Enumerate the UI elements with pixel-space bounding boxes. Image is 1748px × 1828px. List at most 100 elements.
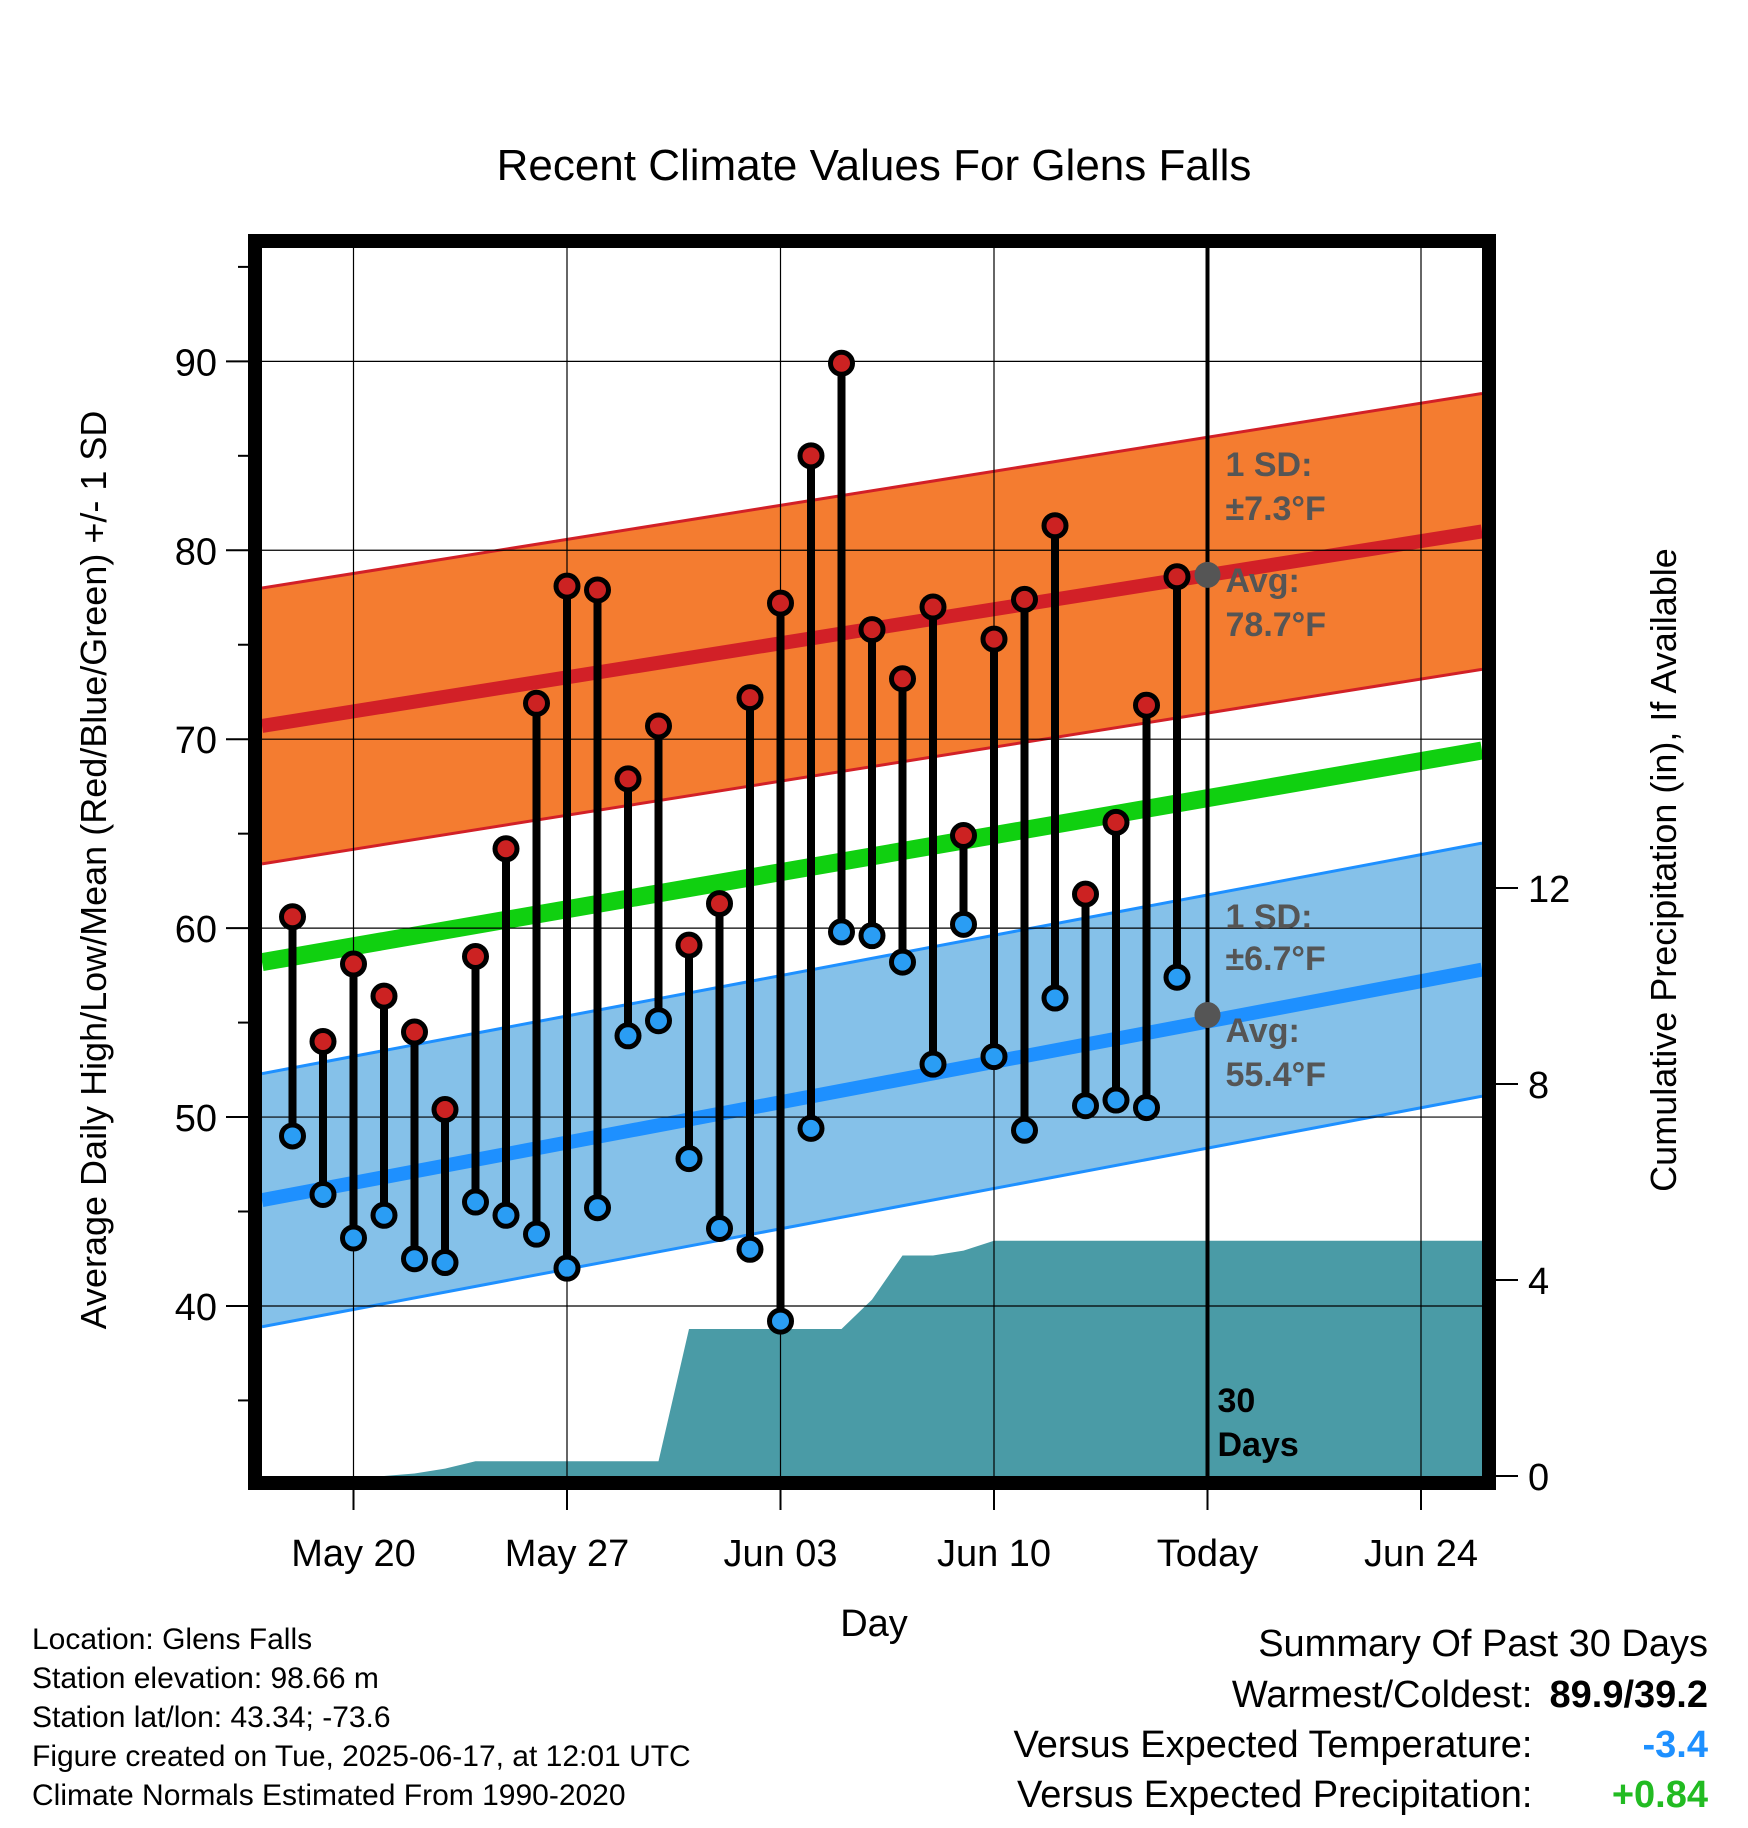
- daily-high-point: [1072, 880, 1099, 908]
- daily-low-point: [401, 1245, 428, 1273]
- y-tick-label: 50: [175, 1098, 217, 1140]
- daily-values: [279, 349, 1191, 1335]
- daily-low-point: [492, 1201, 520, 1229]
- warm-cold-label: Warmest/Coldest:: [1231, 1674, 1533, 1716]
- plot-frame: [248, 234, 1496, 1490]
- daily-high-point: [553, 572, 581, 600]
- daily-high-point: [309, 1027, 337, 1055]
- x-tick-label: May 20: [291, 1533, 416, 1575]
- daily-high-point: [340, 950, 367, 978]
- created-text: Figure created on Tue, 2025-06-17, at 12…: [32, 1740, 691, 1773]
- x-tick-label: Today: [1157, 1533, 1258, 1575]
- daily-high-point: [1041, 512, 1069, 540]
- plot-area: 1 SD: ±7.3°F Avg: 78.7°F 1 SD: ±6.7°F Avg: 55.4…: [262, 248, 1482, 1476]
- y2-tick-label: 0: [1528, 1457, 1549, 1499]
- daily-high-point: [980, 625, 1008, 653]
- daily-high-point: [462, 942, 489, 970]
- low-sd-value: ±6.7°F: [1226, 940, 1326, 978]
- today-low-avg-point: [1194, 1002, 1221, 1029]
- daily-low-point: [1072, 1092, 1099, 1120]
- y-tick-label: 40: [175, 1287, 217, 1329]
- today-high-avg-point: [1194, 561, 1221, 588]
- daily-high-point: [950, 822, 977, 850]
- daily-high-point: [919, 593, 947, 621]
- daily-high-point: [1133, 691, 1160, 719]
- elevation-text: Station elevation: 98.66 m: [32, 1662, 379, 1695]
- daily-low-point: [553, 1254, 581, 1282]
- daily-low-point: [1011, 1116, 1038, 1144]
- daily-low-point: [1041, 984, 1069, 1012]
- daily-low-point: [614, 1022, 642, 1050]
- daily-low-point: [1133, 1094, 1160, 1122]
- plot-content: 1 SD: ±7.3°F Avg: 78.7°F 1 SD: ±6.7°F Avg: 55.4…: [262, 248, 1482, 1476]
- daily-high-point: [706, 890, 733, 918]
- x-axis-label: Day: [840, 1603, 908, 1645]
- precip-label: Versus Expected Precipitation:: [1017, 1774, 1533, 1816]
- y-tick-label: 70: [175, 720, 217, 762]
- daily-low-point: [584, 1194, 611, 1222]
- y2-tick-label: 8: [1528, 1065, 1549, 1107]
- daily-low-point: [523, 1220, 550, 1248]
- x-tick-label: Jun 03: [723, 1533, 837, 1575]
- daily-low-point: [675, 1145, 703, 1173]
- x-tick-label: May 27: [505, 1533, 630, 1575]
- temp-label: Versus Expected Temperature:: [1013, 1724, 1533, 1766]
- daily-high-point: [767, 589, 794, 617]
- daily-high-point: [889, 665, 916, 693]
- daily-low-point: [980, 1043, 1008, 1071]
- daily-low-point: [828, 918, 855, 946]
- daily-low-point: [1102, 1086, 1130, 1114]
- high-avg-value: 78.7°F: [1226, 606, 1327, 644]
- warm-cold-value: 89.9/39.2: [1549, 1674, 1708, 1716]
- daily-low-point: [431, 1249, 459, 1277]
- normals-text: Climate Normals Estimated From 1990-2020: [32, 1779, 626, 1812]
- normal-low-band-lower: [262, 1094, 1482, 1329]
- daily-high-point: [858, 616, 886, 644]
- daily-low-point: [950, 910, 977, 938]
- y-tick-label: 90: [175, 342, 217, 384]
- summary-warm-cold: Warmest/Coldest: 89.9/39.2: [1014, 1670, 1708, 1720]
- x-tick-label: Jun 10: [937, 1533, 1051, 1575]
- daily-high-point: [431, 1095, 459, 1123]
- low-avg-title: Avg:: [1226, 1012, 1300, 1050]
- days-label-text: Days: [1218, 1426, 1299, 1464]
- low-avg-value: 55.4°F: [1226, 1056, 1327, 1094]
- high-avg-title: Avg:: [1226, 562, 1300, 600]
- daily-low-point: [1163, 963, 1191, 991]
- daily-high-point: [370, 982, 398, 1010]
- low-sd-title: 1 SD:: [1226, 898, 1313, 936]
- daily-high-point: [401, 1018, 428, 1046]
- summary-temp: Versus Expected Temperature: -3.4: [1014, 1720, 1708, 1770]
- daily-low-point: [309, 1181, 337, 1209]
- daily-high-point: [279, 903, 306, 931]
- normal-low-band-upper: [262, 841, 1482, 1076]
- days-count-text: 30: [1218, 1382, 1256, 1420]
- daily-high-point: [1102, 808, 1130, 836]
- daily-low-point: [767, 1307, 794, 1335]
- daily-high-point: [645, 712, 672, 740]
- daily-high-point: [828, 349, 855, 377]
- daily-low-point: [919, 1050, 947, 1078]
- station-info: Location: Glens Falls Station elevation:…: [32, 1620, 691, 1815]
- precip-area: [292, 1240, 1482, 1476]
- daily-low-point: [462, 1188, 489, 1216]
- daily-high-point: [1011, 585, 1038, 613]
- daily-low-point: [279, 1122, 306, 1150]
- high-sd-title: 1 SD:: [1226, 446, 1313, 484]
- temp-value: -3.4: [1642, 1724, 1708, 1766]
- summary-title: Summary Of Past 30 Days: [1258, 1623, 1708, 1665]
- daily-high-point: [675, 931, 703, 959]
- x-tick-label: Jun 24: [1364, 1533, 1478, 1575]
- daily-high-point: [1163, 563, 1191, 591]
- y2-axis-label: Cumulative Precipitation (in), If Availa…: [1643, 548, 1684, 1192]
- y-tick-label: 60: [175, 909, 217, 951]
- daily-low-point: [797, 1114, 825, 1142]
- y-axis-label: Average Daily High/Low/Mean (Red/Blue/Gr…: [73, 411, 114, 1330]
- chart-title: Recent Climate Values For Glens Falls: [497, 141, 1252, 190]
- latlon-text: Station lat/lon: 43.34; -73.6: [32, 1701, 391, 1734]
- precip-value: +0.84: [1611, 1774, 1708, 1816]
- daily-low-point: [645, 1007, 672, 1035]
- summary-panel: Summary Of Past 30 Days Warmest/Coldest:…: [1014, 1618, 1708, 1820]
- daily-high-point: [736, 684, 764, 712]
